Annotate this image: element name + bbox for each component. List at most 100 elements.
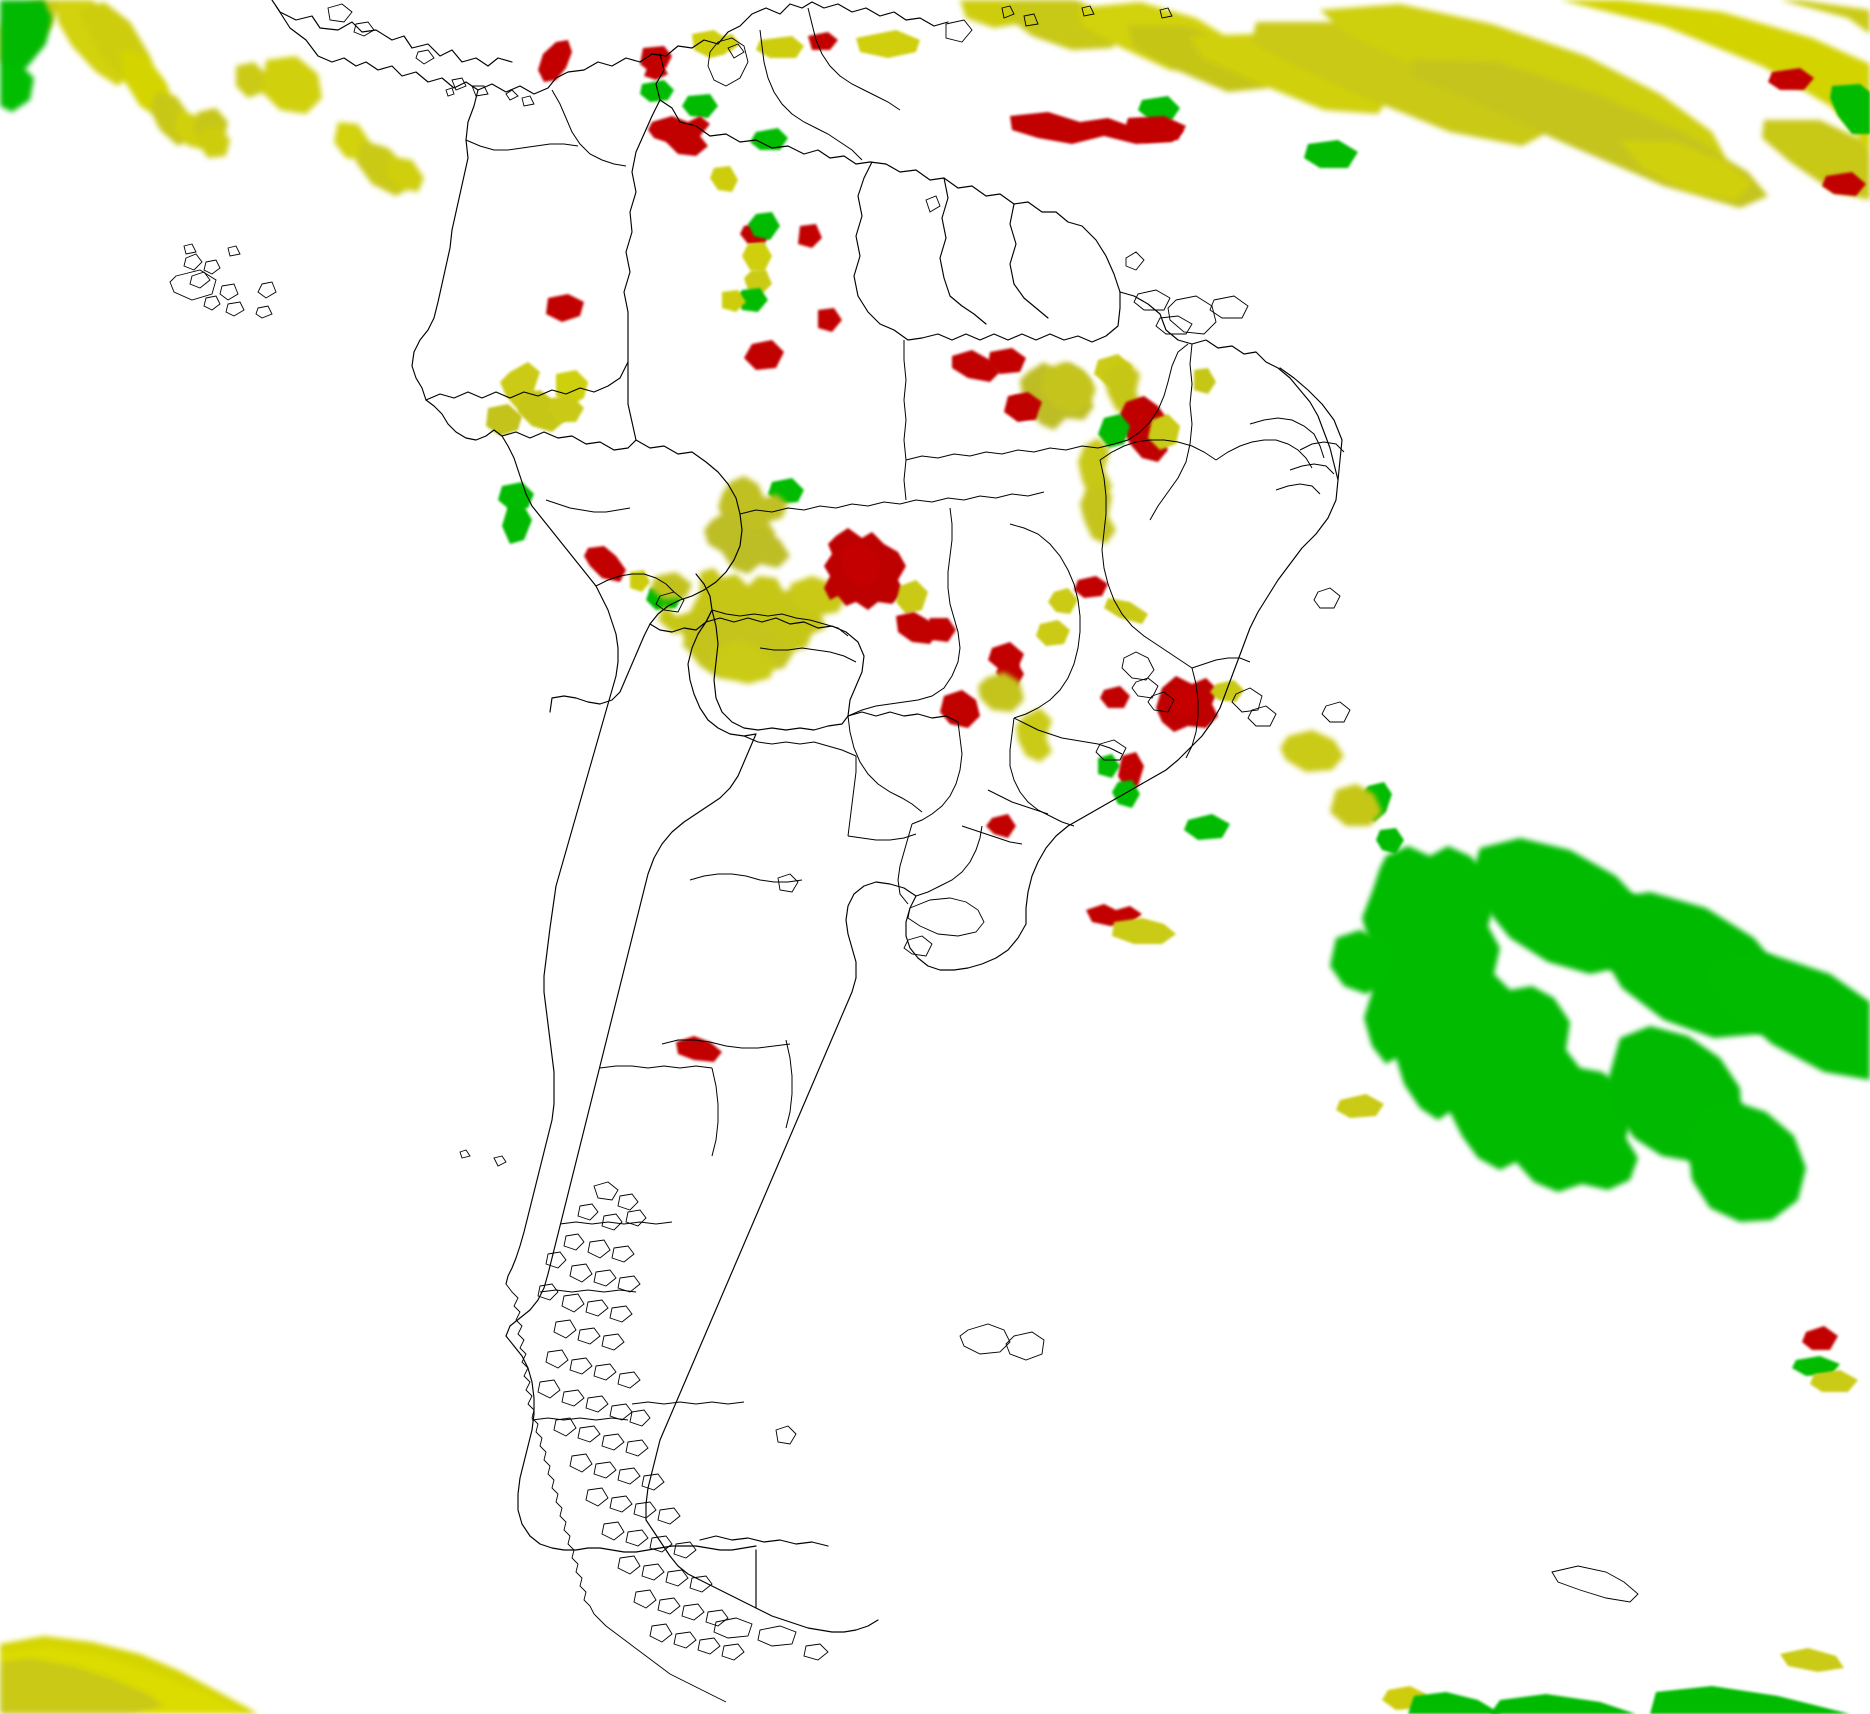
patch-yellow-piaui-dot[interactable]	[1048, 588, 1078, 614]
patch-red-mgs-se-2[interactable]	[924, 618, 956, 642]
patch-red-ecuador-border[interactable]	[546, 294, 584, 322]
patch-group-pacific-green-nw[interactable]	[0, 0, 52, 112]
patch-yellow-sergipe[interactable]	[1036, 620, 1070, 646]
patch-red-para-1[interactable]	[952, 350, 1000, 382]
patch-red-tocantins-1[interactable]	[1004, 392, 1042, 422]
patch-yellow-pampas-1[interactable]	[1112, 918, 1176, 944]
patch-yellow-southern-band-3[interactable]	[0, 1658, 164, 1714]
patch-green-scz-2[interactable]	[1376, 828, 1404, 854]
patch-red-amazonas-2[interactable]	[798, 224, 822, 248]
patch-red-peru-south[interactable]	[584, 546, 626, 582]
patch-red-venezuela-coast[interactable]	[640, 46, 672, 80]
patch-yellow-amazonas-2[interactable]	[744, 270, 772, 294]
patch-yellow-mcs-upper[interactable]	[718, 476, 788, 544]
patch-yellow-parana-1[interactable]	[1016, 708, 1052, 762]
patch-green-bahia-1[interactable]	[1098, 414, 1130, 448]
patch-green-amazonas-1[interactable]	[748, 212, 780, 240]
patch-green-subantarctic-1[interactable]	[1408, 1692, 1502, 1714]
patch-yellow-atlantic-5[interactable]	[1190, 34, 1390, 114]
patch-green-sa-large-main[interactable]	[1362, 846, 1638, 1192]
patch-yellow-atlantic-4[interactable]	[1128, 26, 1272, 92]
patch-yellow-pacific-13[interactable]	[384, 156, 424, 192]
patch-red-atlantic-4[interactable]	[1822, 172, 1866, 196]
patch-red-amazonas-3[interactable]	[818, 308, 842, 332]
patch-yellow-amazonas-3[interactable]	[722, 290, 746, 312]
patch-red-mg-inner[interactable]	[1170, 686, 1200, 718]
patch-yellow-pacific-10[interactable]	[198, 126, 230, 158]
patch-yellow-mcs-mid[interactable]	[704, 512, 790, 574]
patch-green-sa-large-east-2[interactable]	[1688, 1100, 1806, 1222]
patch-red-rj-coast[interactable]	[1118, 752, 1144, 790]
patch-yellow-subantarctic-2[interactable]	[1780, 1648, 1844, 1672]
patch-group-northeast-brazil-corridor[interactable]	[952, 348, 1216, 646]
patch-red-mgs-core-inner[interactable]	[840, 542, 882, 588]
patch-red-para-2[interactable]	[988, 348, 1026, 374]
patch-group-mato-grosso-do-sul-core[interactable]	[824, 528, 956, 644]
patch-green-scz-4[interactable]	[1792, 1356, 1840, 1376]
patch-yellow-sergipe-2[interactable]	[1194, 368, 1216, 394]
patch-yellow-guyana-small[interactable]	[710, 166, 738, 192]
patch-red-mg-west[interactable]	[1100, 686, 1130, 708]
patch-green-subantarctic-3[interactable]	[1650, 1686, 1850, 1714]
patch-green-venezuela-south[interactable]	[750, 128, 788, 150]
patch-yellow-pacific-8[interactable]	[262, 56, 322, 114]
patch-yellow-amazonas-1[interactable]	[742, 242, 772, 272]
patch-yellow-peru-south-dot[interactable]	[630, 570, 650, 592]
patch-yellow-scz-4[interactable]	[1810, 1370, 1858, 1392]
patch-red-scz-1[interactable]	[1802, 1326, 1838, 1350]
patch-yellow-atlantic-1[interactable]	[960, 0, 1026, 28]
patch-red-atlantic-2[interactable]	[1124, 116, 1186, 142]
patch-red-amazonas-4[interactable]	[744, 340, 784, 370]
patch-group-atlantic-itcz-band-northeast[interactable]	[960, 0, 1870, 208]
patch-yellow-sp-1[interactable]	[978, 672, 1024, 712]
patch-green-atlantic-1[interactable]	[1138, 96, 1180, 120]
patch-yellow-bahia-streak[interactable]	[1104, 598, 1148, 624]
patch-green-subantarctic-2[interactable]	[1490, 1694, 1636, 1714]
patch-yellow-scz-2[interactable]	[1330, 784, 1382, 826]
patch-yellow-mcs-tail[interactable]	[710, 640, 776, 684]
patch-yellow-peru-central[interactable]	[486, 404, 522, 436]
patch-green-peru-1[interactable]	[498, 482, 534, 510]
patch-yellow-scz-3[interactable]	[1336, 1094, 1384, 1118]
patch-group-atlantic-itcz-accents[interactable]	[1010, 68, 1870, 196]
patch-yellow-atlantic-9[interactable]	[1470, 0, 1870, 156]
patch-green-pacific-2[interactable]	[0, 64, 34, 112]
patch-group-southern-ocean-band[interactable]	[0, 1636, 258, 1714]
patch-green-sc-coast[interactable]	[1112, 780, 1140, 808]
patch-yellow-ecuador-4[interactable]	[548, 396, 584, 422]
patch-yellow-scz-1[interactable]	[1280, 730, 1344, 772]
patch-yellow-mgs-east[interactable]	[896, 580, 928, 614]
patch-group-subantarctic-band[interactable]	[1382, 1648, 1850, 1714]
patch-yellow-atlantic-10[interactable]	[1690, 0, 1870, 34]
patch-green-colombia-2[interactable]	[682, 94, 718, 118]
patch-green-atlantic-2[interactable]	[1304, 140, 1358, 168]
patch-green-peru-2[interactable]	[502, 506, 532, 544]
patch-group-amazon-scattered-cells[interactable]	[486, 166, 1044, 610]
patch-group-southeast-brazil-cluster[interactable]	[940, 642, 1244, 838]
patch-yellow-pacific-7[interactable]	[236, 62, 266, 98]
patch-yellow-tocantins-2[interactable]	[1040, 362, 1096, 414]
patch-group-south-atlantic-scz[interactable]	[1184, 730, 1870, 1392]
patch-green-pacific-1[interactable]	[0, 0, 52, 80]
patch-group-pacific-itcz-band-northwest[interactable]	[0, 0, 424, 196]
patch-yellow-island-small[interactable]	[756, 36, 804, 58]
patch-green-colombia-1[interactable]	[640, 80, 674, 102]
patch-yellow-mcs-west-arm[interactable]	[650, 572, 692, 600]
patch-red-atlantic-3[interactable]	[1768, 68, 1814, 90]
patch-yellow-caribbean-island[interactable]	[856, 30, 920, 58]
patch-yellow-es-coast[interactable]	[1210, 680, 1244, 702]
patch-red-panama-caribbean[interactable]	[538, 40, 572, 82]
patch-green-sa-large-lobe[interactable]	[1330, 930, 1394, 994]
patch-green-amazonas-2[interactable]	[736, 288, 768, 312]
patch-red-mgs-se-1[interactable]	[896, 612, 938, 644]
patch-red-bahia-minas-border[interactable]	[1074, 576, 1108, 598]
patch-green-sa-large-right[interactable]	[1708, 954, 1870, 1080]
patch-green-atlantic-3[interactable]	[1830, 84, 1870, 134]
patch-group-bolivia-paraguay-mcs[interactable]	[650, 476, 846, 684]
patch-green-scz-3[interactable]	[1184, 814, 1230, 840]
patch-red-rs-coast[interactable]	[986, 814, 1016, 838]
patch-yellow-atlantic-6[interactable]	[1252, 22, 1552, 146]
patch-yellow-bahia-1[interactable]	[1078, 438, 1112, 502]
